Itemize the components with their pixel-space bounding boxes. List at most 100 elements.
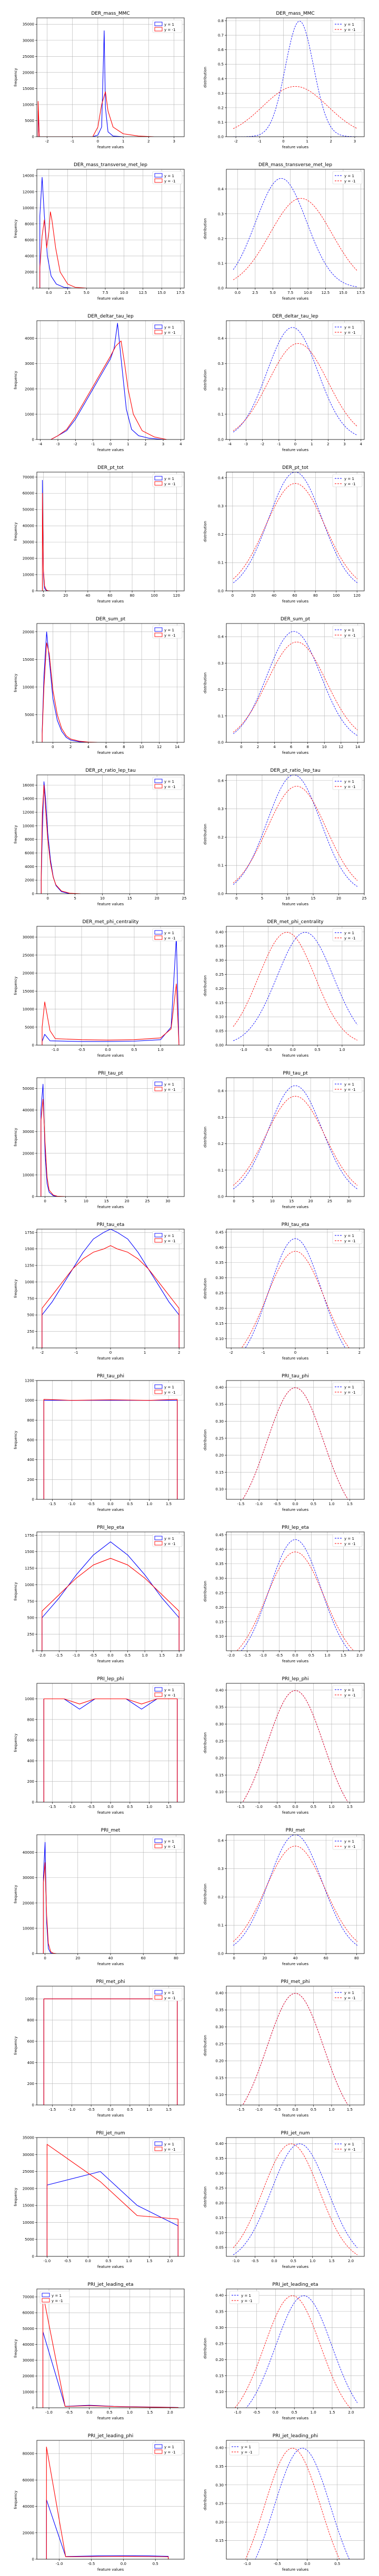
chart-title: PRI_lep_phi	[282, 1677, 308, 1682]
chart-title: PRI_tau_eta	[282, 1222, 310, 1228]
series-group	[233, 2143, 358, 2255]
x-axis-label: feature values	[282, 1205, 309, 1209]
x-tick-label: 15	[311, 896, 316, 901]
legend-swatch	[154, 935, 163, 940]
x-tick-label: 3	[162, 442, 164, 446]
y-tick-label: 0.2	[218, 688, 224, 692]
y-tick-label: 0	[32, 438, 34, 442]
x-tick-label: -4	[38, 442, 43, 446]
x-tick-label: 0.5	[334, 2562, 340, 2566]
y-axis-label: distribution	[203, 2338, 207, 2359]
legend-box	[152, 322, 183, 336]
legend-label: y = -1	[344, 1693, 355, 1698]
y-tick-label: 0.4	[218, 187, 224, 191]
plot-area	[37, 775, 184, 894]
distribution-series-neg	[242, 1387, 348, 1499]
x-tick-label: 1.0	[146, 1502, 152, 1506]
legend-label: y = 1	[344, 1537, 354, 1541]
legend-swatch	[154, 784, 163, 789]
y-tick-label: 0.5	[218, 63, 224, 67]
y-tick-label: 0.15	[215, 2076, 224, 2080]
x-tick-label: -0.5	[78, 1048, 85, 1052]
histogram-series-pos	[42, 1229, 179, 1348]
x-tick-label: 17.5	[357, 291, 365, 295]
x-axis-label: feature values	[97, 448, 124, 452]
x-tick-label: -1.0	[45, 2410, 53, 2415]
y-tick-label: 10000	[23, 573, 34, 577]
x-tick-label: -0.5	[64, 2259, 71, 2263]
distribution-series-pos	[233, 932, 358, 1041]
x-tick-label: 2.5	[65, 291, 71, 295]
y-tick-label: 1000	[25, 1583, 34, 1587]
legend-swatch	[154, 2146, 163, 2151]
x-tick-label: 80	[130, 594, 135, 598]
x-tick-label: 1.5	[341, 1653, 346, 1658]
legend-label: y = 1	[164, 931, 174, 935]
y-tick-label: 25000	[23, 953, 34, 957]
y-tick-label: 50000	[23, 508, 34, 512]
y-tick-label: 40000	[23, 524, 34, 528]
x-tick-label: 10	[322, 745, 327, 749]
x-tick-label: 8	[306, 745, 308, 749]
x-tick-label: 0.5	[106, 2259, 112, 2263]
legend-label: y = -1	[164, 1693, 175, 1698]
x-tick-label: -0.5	[274, 1805, 281, 1809]
x-axis-label: feature values	[282, 297, 309, 301]
legend-swatch	[154, 1844, 163, 1848]
x-tick-label: 20	[251, 594, 256, 598]
y-tick-label: 0.4	[218, 635, 224, 639]
x-tick-label: 60	[293, 594, 297, 598]
y-tick-label: 0.30	[215, 2171, 224, 2175]
x-tick-label: -3	[244, 442, 248, 446]
x-tick-label: -1	[258, 139, 262, 144]
series-group	[42, 1541, 179, 1651]
y-tick-label: 10000	[23, 685, 34, 689]
x-axis-label: feature values	[97, 1659, 124, 1663]
chart-title: DER_mass_MMC	[276, 11, 314, 16]
x-tick-label: -1.5	[244, 1653, 251, 1658]
chart-title: PRI_met_phi	[281, 1979, 310, 1985]
x-tick-label: 0.0	[292, 1502, 298, 1506]
legend-label: y = 1	[164, 174, 174, 178]
y-tick-label: 30000	[23, 540, 34, 545]
x-tick-label: 1.0	[328, 2108, 334, 2112]
y-tick-label: 0.3	[218, 1116, 224, 1120]
y-tick-label: 1000	[25, 1997, 34, 2001]
dist-panel-DER_pt_tot: 0 20 40 60 80 100 120 0.0 0.1 0.2 0.3 0.4 DER_pt_tot…	[203, 465, 365, 604]
legend-box	[152, 1685, 183, 1699]
y-tick-label: 1750	[25, 1534, 34, 1538]
hist-panel-PRI_jet_num: -1.0 -0.5 0.0 0.5 1.0 1.5 2.0 0 5000 10000 15000 20…	[14, 2131, 185, 2269]
x-tick-label: 5.0	[270, 291, 276, 295]
x-tick-label: 7.5	[102, 291, 108, 295]
y-tick-label: 70000	[23, 2295, 34, 2299]
distribution-series-pos	[233, 2143, 358, 2255]
histogram-series-neg	[42, 984, 179, 1045]
x-tick-label: 12	[157, 745, 162, 749]
axes-frame	[36, 926, 185, 1046]
y-tick-label: 400	[27, 1759, 34, 1763]
series-group	[41, 781, 81, 894]
axes-frame	[226, 774, 365, 894]
histogram-series-pos	[41, 1083, 58, 1197]
plot-area	[37, 472, 184, 591]
plot-area	[226, 18, 364, 137]
dist-panel-PRI_met_phi: -1.5 -1.0 -0.5 0.0 0.5 1.0 1.5 0.10 0.15 0.20 0.25…	[203, 1979, 365, 2118]
x-tick-label: 1.5	[329, 2410, 335, 2415]
x-tick-label: 0	[294, 442, 296, 446]
y-tick-label: 0.10	[215, 2390, 224, 2394]
y-tick-label: 0.30	[215, 2483, 224, 2487]
y-tick-label: 0.10	[215, 2231, 224, 2235]
x-tick-label: 0.0	[292, 1805, 298, 1809]
x-tick-label: 0.5	[127, 1805, 133, 1809]
y-tick-label: 15000	[23, 2204, 34, 2208]
y-tick-label: 10000	[23, 1007, 34, 1011]
y-tick-label: 0.0	[218, 135, 224, 139]
legend-box	[152, 1836, 183, 1850]
y-tick-label: 20000	[23, 972, 34, 976]
legend-label: y = 1	[164, 1385, 174, 1389]
y-tick-label: 0.2	[218, 533, 224, 537]
y-tick-label: 0.4	[218, 779, 224, 783]
y-tick-label: 0.8	[218, 19, 224, 23]
hist-panel-PRI_lep_phi: -1.5 -1.0 -0.5 0.0 0.5 1.0 1.5 0 200 400 600 800 100…	[14, 1677, 185, 1815]
